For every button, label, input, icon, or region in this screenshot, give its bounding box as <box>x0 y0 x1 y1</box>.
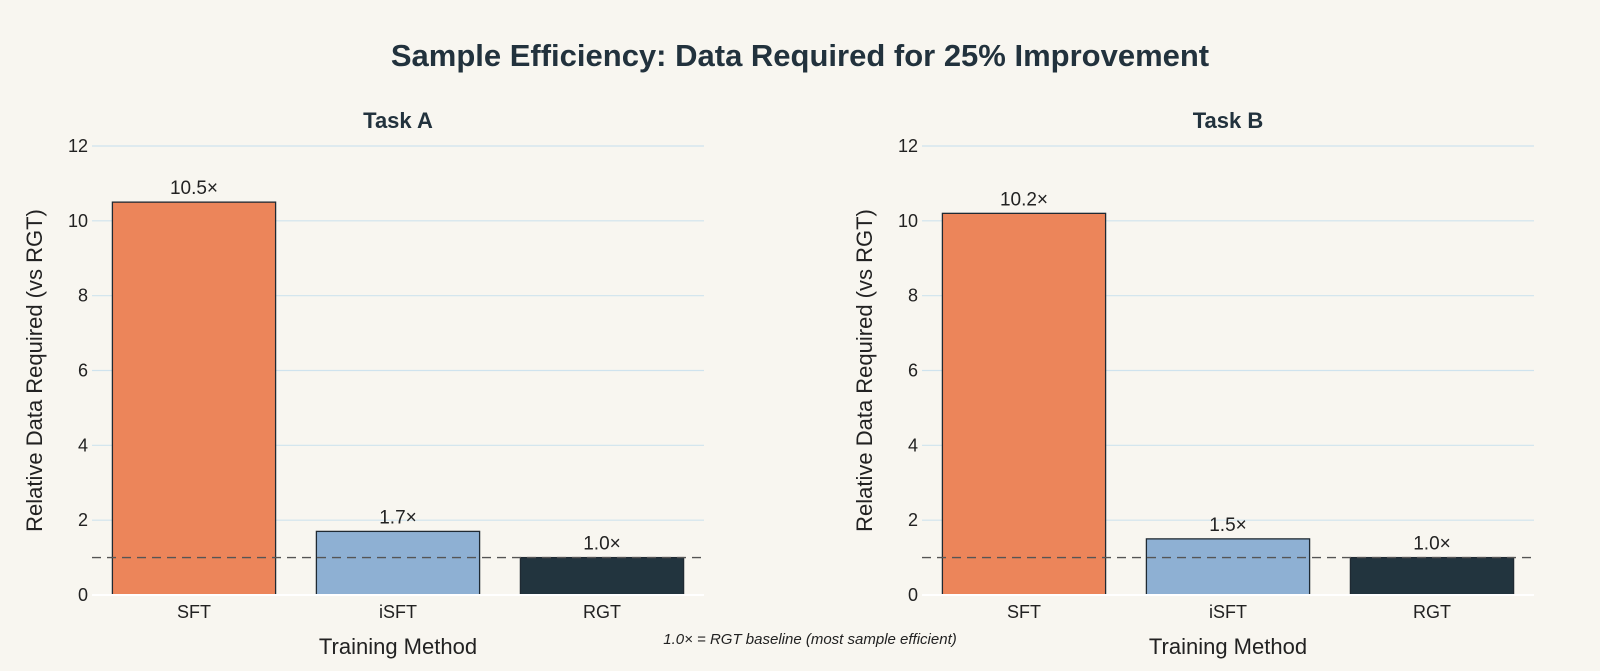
bar-isft <box>315 530 481 596</box>
y-tick-label: 2 <box>78 510 88 530</box>
y-tick-label: 0 <box>78 585 88 605</box>
x-tick-label: iSFT <box>1209 602 1247 622</box>
y-tick-label: 4 <box>78 435 88 455</box>
data-label: 1.5× <box>1209 515 1247 536</box>
x-tick-label: RGT <box>583 602 621 622</box>
chart-panel-2: Task B 0 2 4 6 8 10 12 10.2× SFT 1.5× iSFT 1.0× RGT Tr… <box>852 108 1534 659</box>
chart-panels: Task A 0 2 4 6 8 10 12 10.5× SFT 1.7× iSFT 1.0× RGT Tr… <box>22 108 1534 659</box>
y-tick-label: 6 <box>908 361 918 381</box>
bar-rgt <box>1349 556 1515 596</box>
bar-sft <box>111 201 277 596</box>
x-tick-label: SFT <box>1007 602 1041 622</box>
y-tick-label: 6 <box>78 361 88 381</box>
y-tick-label: 10 <box>68 211 88 231</box>
y-tick-label: 0 <box>908 585 918 605</box>
x-tick-label: iSFT <box>379 602 417 622</box>
baseline-footnote: 1.0× = RGT baseline (most sample efficie… <box>663 631 956 648</box>
x-tick-label: RGT <box>1413 602 1451 622</box>
y-axis-title: Relative Data Required (vs RGT) <box>852 209 877 532</box>
chart-panel-1: Task A 0 2 4 6 8 10 12 10.5× SFT 1.7× iSFT 1.0× RGT Tr… <box>22 108 704 659</box>
chart-title: Sample Efficiency: Data Required for 25%… <box>391 38 1209 73</box>
bar-isft <box>1145 538 1311 596</box>
panel-title: Task A <box>363 108 433 133</box>
y-tick-label: 2 <box>908 510 918 530</box>
bar-sft <box>941 212 1107 596</box>
data-label: 10.5× <box>170 178 218 199</box>
y-tick-label: 10 <box>898 211 918 231</box>
data-label: 1.7× <box>379 507 417 528</box>
x-axis-title: Training Method <box>1149 634 1307 659</box>
x-tick-label: SFT <box>177 602 211 622</box>
y-tick-label: 4 <box>908 435 918 455</box>
bar-rgt <box>519 556 685 596</box>
y-tick-label: 12 <box>68 136 88 156</box>
y-tick-label: 8 <box>78 286 88 306</box>
panel-title: Task B <box>1193 108 1264 133</box>
x-axis-title: Training Method <box>319 634 477 659</box>
y-axis-title: Relative Data Required (vs RGT) <box>22 209 47 532</box>
y-tick-label: 8 <box>908 286 918 306</box>
data-label: 1.0× <box>1413 534 1451 555</box>
data-label: 10.2× <box>1000 189 1048 210</box>
data-label: 1.0× <box>583 534 621 555</box>
y-tick-label: 12 <box>898 136 918 156</box>
